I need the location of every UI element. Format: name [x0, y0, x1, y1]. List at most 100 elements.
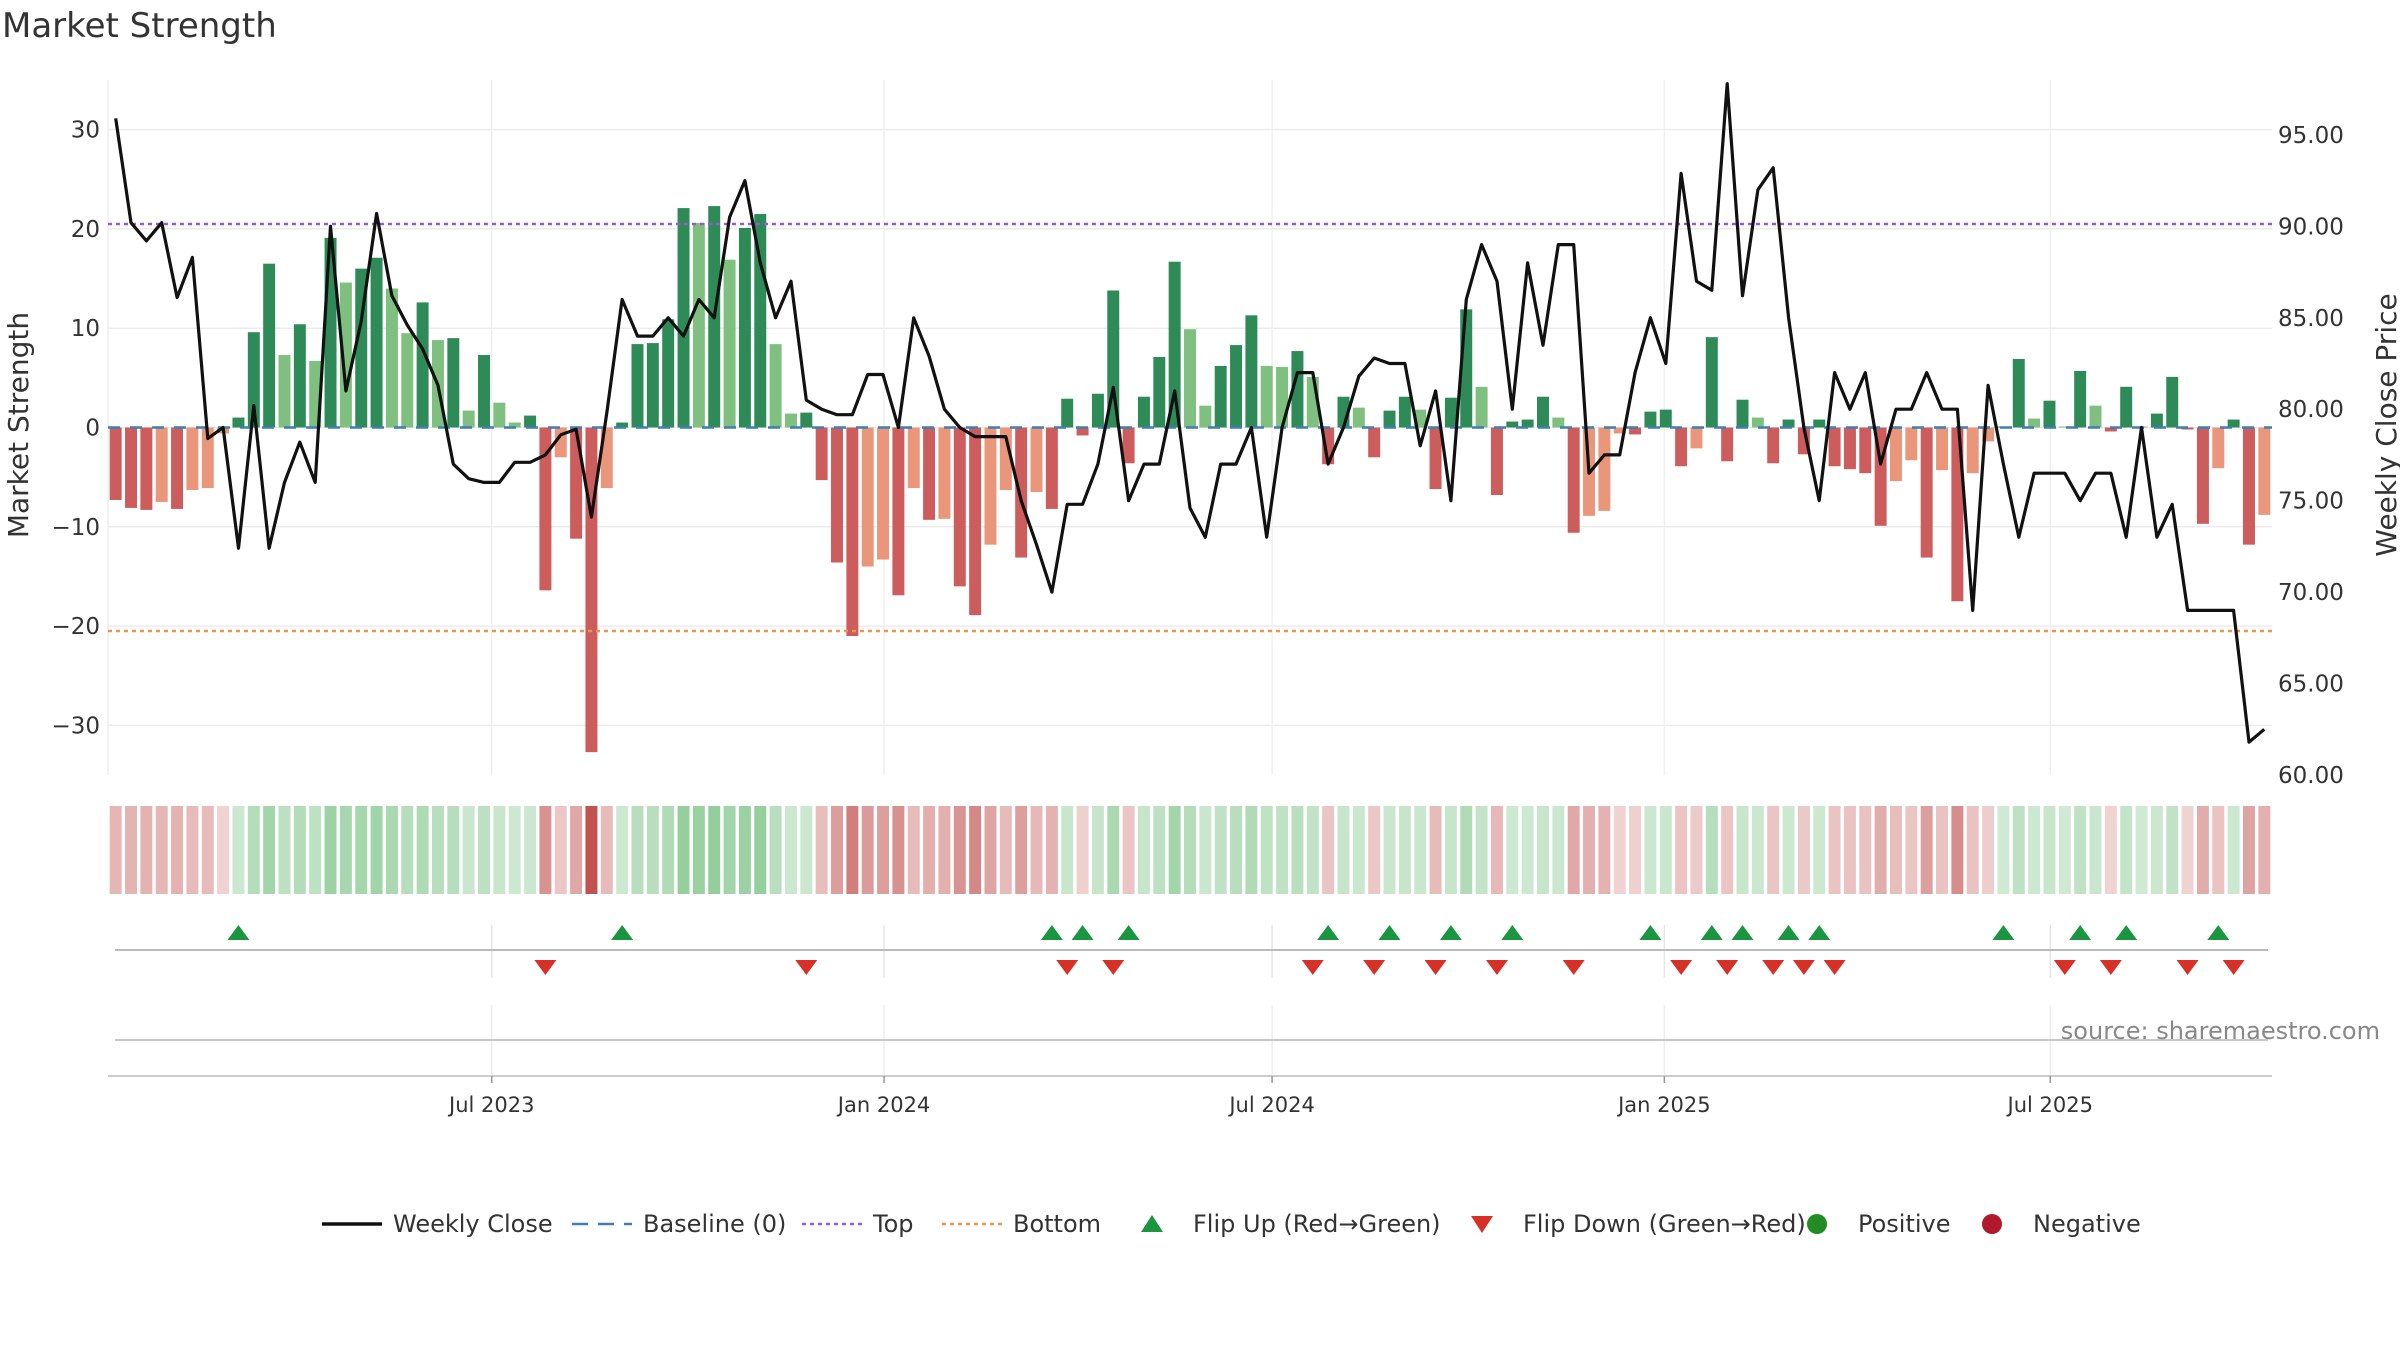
strength-bar — [999, 427, 1012, 491]
reference-lines — [108, 222, 2272, 633]
strength-strip-cell — [1276, 806, 1289, 894]
strength-bar — [2227, 419, 2240, 428]
left-tick-label: 20 — [71, 217, 100, 243]
strength-bar — [1951, 427, 1964, 602]
strength-bar — [232, 417, 245, 428]
legend-label: Top — [872, 1210, 914, 1238]
strength-bar — [263, 263, 276, 428]
strength-strip-cell — [1598, 806, 1611, 894]
strength-bar — [462, 410, 475, 428]
strength-strip-cell — [1736, 806, 1749, 894]
strength-strip-cell — [754, 806, 767, 894]
legend-label: Baseline (0) — [643, 1210, 786, 1238]
flip-down-marker — [1301, 960, 1324, 975]
strength-bar — [738, 227, 751, 428]
legend-swatch — [1807, 1214, 1827, 1234]
strength-bar — [1122, 427, 1135, 464]
strength-strip-cell — [631, 806, 644, 894]
strength-bar — [2120, 386, 2133, 428]
strength-strip-cell — [2227, 806, 2240, 894]
legend-item: Negative — [1982, 1210, 2141, 1238]
strength-bar — [1230, 345, 1243, 428]
strength-strip-cell — [1705, 806, 1718, 894]
strength-bar — [570, 427, 583, 539]
strength-strip-cell — [1874, 806, 1887, 894]
strength-strip-cell — [907, 806, 920, 894]
chart-title: Market Strength — [2, 6, 277, 46]
strength-strip-cell — [2074, 806, 2087, 894]
strength-strip-cell — [247, 806, 260, 894]
flip-down-marker — [1823, 960, 1846, 975]
strength-strip-cell — [339, 806, 352, 894]
strength-bar — [493, 402, 506, 428]
strength-strip-cell — [1690, 806, 1703, 894]
strength-strip-cell — [1905, 806, 1918, 894]
strength-strip-cell — [1230, 806, 1243, 894]
legend-label: Positive — [1858, 1210, 1951, 1238]
strength-strip-cell — [1613, 806, 1626, 894]
strength-strip-cell — [217, 806, 230, 894]
flip-down-marker — [1363, 960, 1386, 975]
strength-bar — [953, 427, 966, 587]
strength-strip-cell — [1659, 806, 1672, 894]
strength-bar — [324, 237, 337, 428]
strength-bar — [1966, 427, 1979, 474]
strength-bar — [1045, 427, 1058, 509]
strength-bar — [923, 427, 936, 520]
strength-bar — [201, 427, 214, 489]
strength-strip-cell — [155, 806, 168, 894]
strength-strip-cell — [1552, 806, 1565, 894]
strength-bar — [385, 288, 398, 428]
legend-label: Flip Up (Red→Green) — [1193, 1210, 1441, 1238]
strength-strip-cell — [923, 806, 936, 894]
strength-strip-cell — [1490, 806, 1503, 894]
strength-bar — [938, 427, 951, 519]
strength-bar — [1920, 427, 1933, 558]
strength-bar — [247, 332, 260, 428]
strength-bar — [2074, 370, 2087, 428]
flip-up-marker — [1731, 925, 1754, 940]
strength-bar — [2028, 418, 2041, 428]
strength-bar — [861, 427, 874, 567]
legend-label: Flip Down (Green→Red) — [1523, 1210, 1806, 1238]
strength-bar — [1675, 427, 1688, 467]
legend-item: Flip Up (Red→Green) — [1141, 1210, 1441, 1238]
flip-up-marker — [611, 925, 634, 940]
strength-strip-cell — [1061, 806, 1074, 894]
strength-bar — [155, 427, 168, 502]
strength-bar — [1137, 396, 1150, 428]
strength-strip-cell — [570, 806, 583, 894]
flip-up-marker — [227, 925, 250, 940]
legend-label: Negative — [2033, 1210, 2141, 1238]
strength-strip-cell — [800, 806, 813, 894]
strength-strip-cell — [1306, 806, 1319, 894]
strength-strip-cell — [171, 806, 184, 894]
flip-down-marker — [1562, 960, 1585, 975]
strength-bar — [2104, 427, 2117, 432]
flip-up-marker — [1992, 925, 2015, 940]
strength-bar — [1260, 365, 1273, 428]
strength-bar — [754, 214, 767, 428]
left-axis-ticks: 30 20 10 0 −10 −20 −30 — [51, 118, 100, 740]
strength-bar — [800, 412, 813, 428]
strength-bar — [293, 324, 306, 428]
strength-strip-cell — [1214, 806, 1227, 894]
strength-bar — [1214, 365, 1227, 428]
strength-bar — [1859, 427, 1872, 474]
strength-bar — [1015, 427, 1028, 558]
strength-bar — [401, 333, 414, 428]
strength-strip-cell — [2043, 806, 2056, 894]
strength-bar — [1874, 427, 1887, 526]
strength-strip-cell — [431, 806, 444, 894]
strength-strip-cell — [769, 806, 782, 894]
strength-bar — [907, 427, 920, 489]
strength-bar — [1567, 427, 1580, 533]
flip-down-marker — [534, 960, 557, 975]
strength-bar — [2212, 427, 2225, 469]
strength-strip-cell — [1828, 806, 1841, 894]
strength-strip-cell — [1153, 806, 1166, 894]
strength-heat-strip — [109, 806, 2271, 894]
strength-strip-cell — [125, 806, 138, 894]
strength-strip-cell — [508, 806, 521, 894]
strength-strip-cell — [1030, 806, 1043, 894]
